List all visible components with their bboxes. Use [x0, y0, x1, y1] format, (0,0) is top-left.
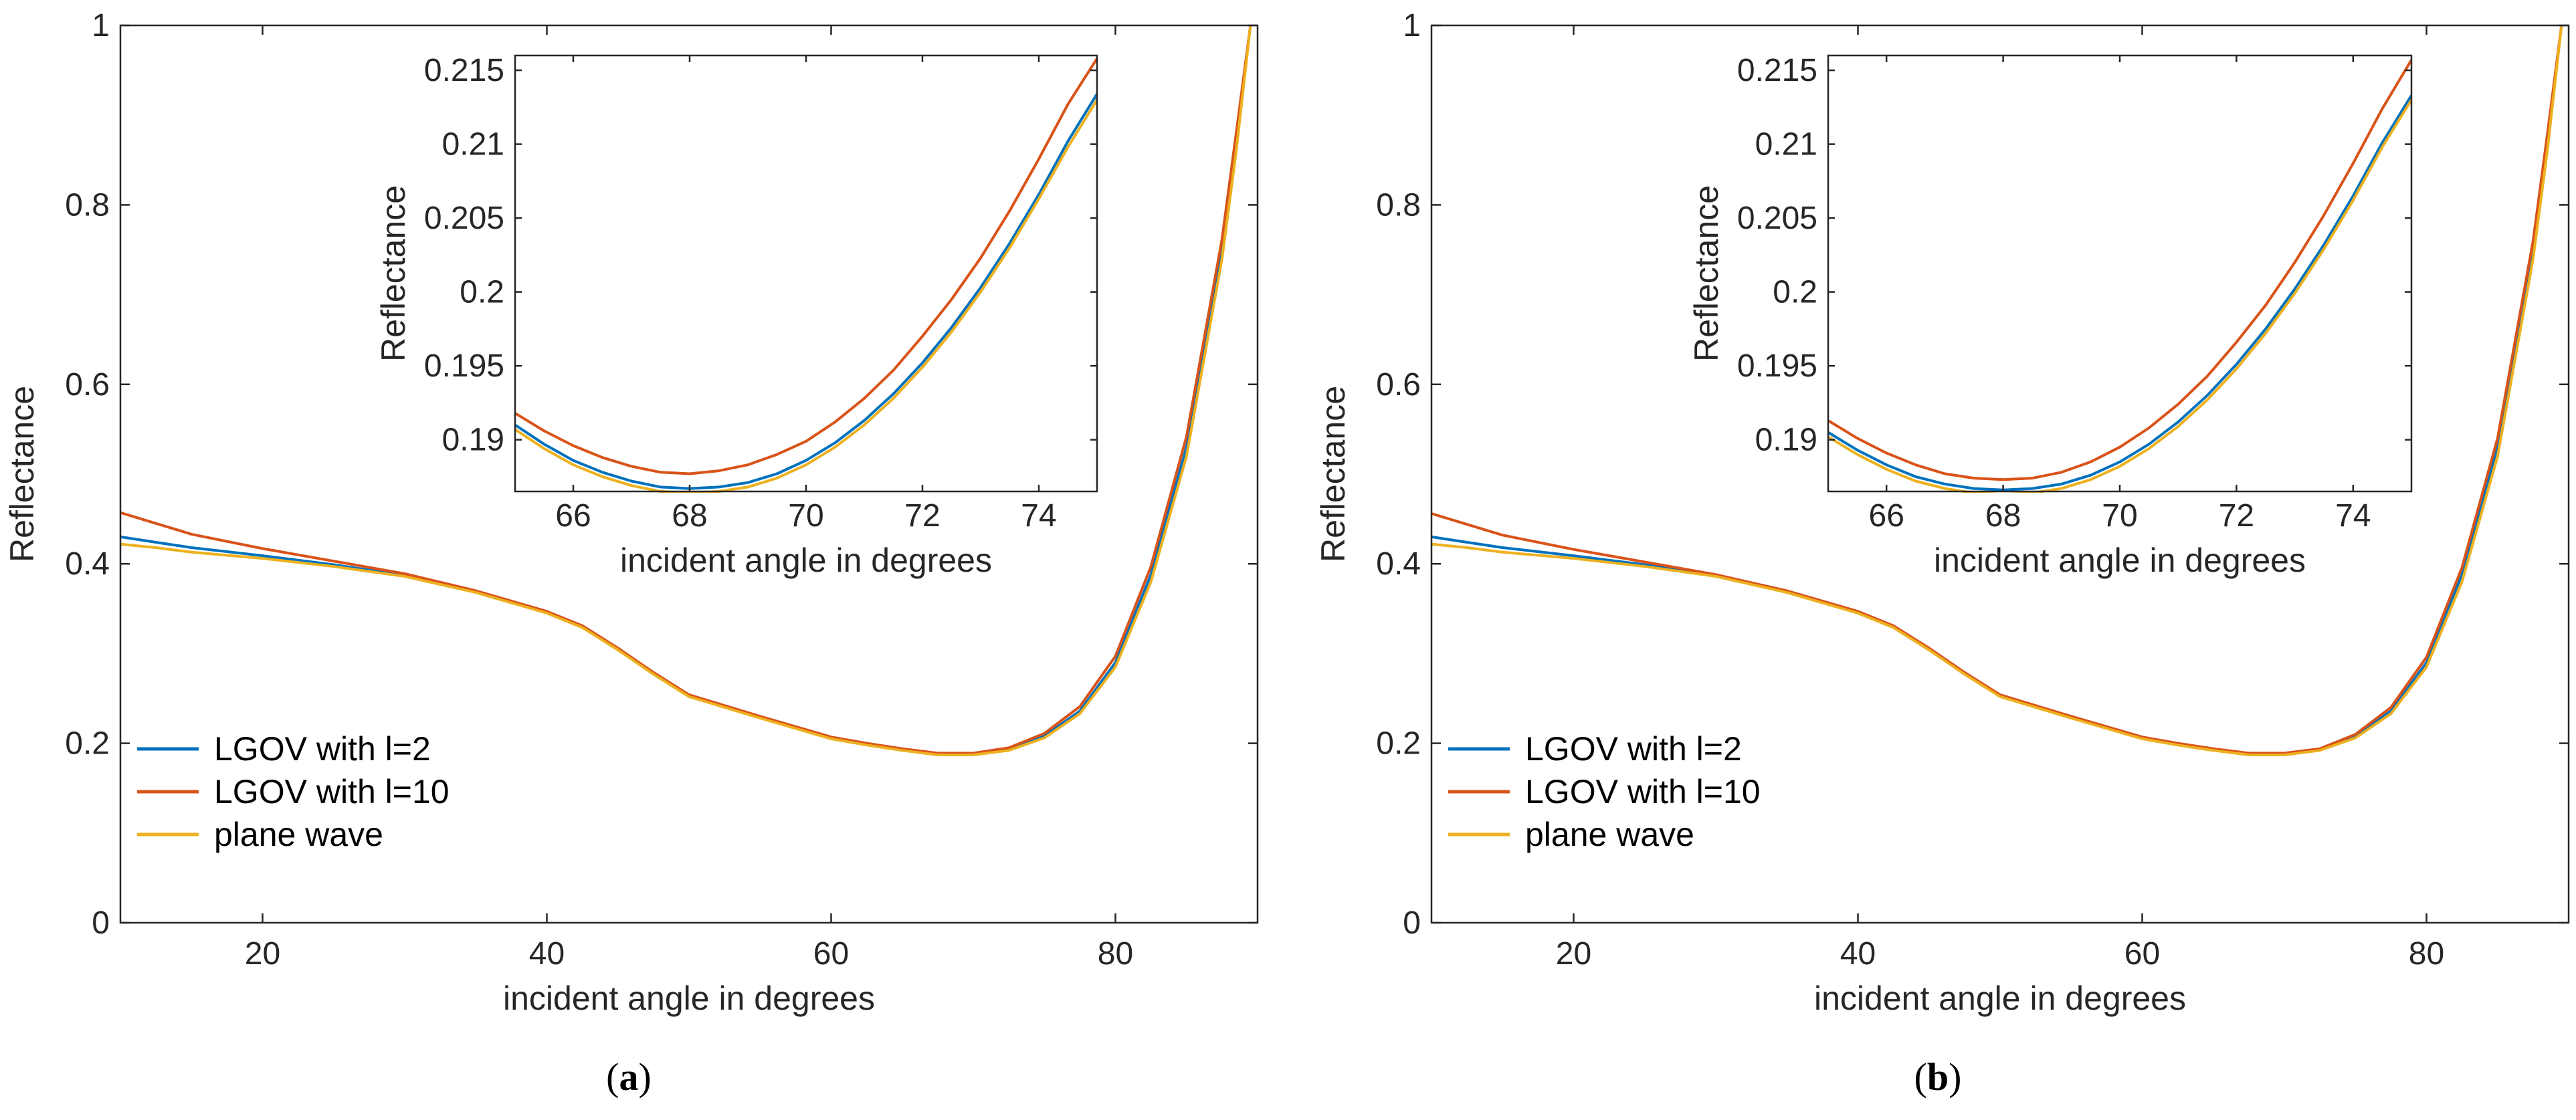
panel-b-inset-xtick-label: 72 [2219, 498, 2254, 534]
panel-b-main-legend-label-lgov-with-l-2: LGOV with l=2 [1525, 730, 1742, 768]
panel-b-inset-series-group [1828, 59, 2411, 493]
panel-b-main-ylabel: Reflectance [1314, 386, 1352, 562]
panel-b-inset-ytick-label: 0.215 [1737, 53, 1817, 88]
panel-a-inset-ytick-label: 0.195 [424, 348, 504, 384]
panel-b-main-ytick-label: 0.6 [1376, 367, 1421, 403]
panel-b-inset-xtick-label: 66 [1869, 498, 1904, 534]
panel-a-inset-ylabel: Reflectance [375, 185, 412, 362]
panel-b-main-series-group [1431, 25, 2563, 756]
panel-a: 20 40 60 80 0 0.2 0.4 0.6 0.8 1 incident angle in … [3, 8, 1259, 1017]
panel-a-main-legend-label-lgov-with-l-10: LGOV with l=10 [214, 773, 450, 810]
panel-b-main-xtick-label: 20 [1556, 936, 1591, 972]
panel-b-main-legend: LGOV with l=2 LGOV with l=10 plane wave [1448, 730, 1761, 853]
panel-b-inset-background [1828, 55, 2411, 491]
panel-b-main-legend-label-lgov-with-l-10: LGOV with l=10 [1525, 773, 1761, 810]
panel-a-inset-xtick-label: 70 [788, 498, 823, 534]
panel-a-main-line-lgov-with-l-10 [120, 25, 1252, 755]
panel-a-inset-line-lgov-with-l-2 [515, 93, 1097, 490]
panel-b-inset-xtick-label: 74 [2335, 498, 2371, 534]
panel-a-inset-line-lgov-with-l-10 [515, 58, 1097, 475]
panel-b-main-xtick-label: 60 [2124, 936, 2160, 972]
panel-b-inset-xtick-label: 70 [2102, 498, 2137, 534]
panel-b-main-axes-box [1430, 24, 2570, 924]
panel-a-inset-ytick-label: 0.2 [460, 275, 504, 310]
panel-a-inset-xlabel: incident angle in degrees [620, 542, 992, 579]
panel-a-main-xtick-label: 40 [529, 936, 565, 972]
panel-a-main-ytick-label: 1 [92, 8, 110, 43]
panel-b-inset-xlabel: incident angle in degrees [1934, 542, 2306, 579]
panel-a-main-ytick-label: 0.8 [65, 187, 110, 223]
panel-b-main-ytick-label: 0.2 [1376, 726, 1421, 762]
panel-b-inset-line-lgov-with-l-10 [1828, 59, 2411, 481]
panel-a-main-legend-label-lgov-with-l-2: LGOV with l=2 [214, 730, 431, 768]
panel-b-inset-line-lgov-with-l-2 [1828, 94, 2411, 491]
panel-b-main-line-plane-wave [1431, 25, 2563, 756]
panel-b-main-xtick-label: 40 [1840, 936, 1876, 972]
panel-a-inset-ytick-label: 0.205 [424, 201, 504, 236]
panel-a-main-ytick-label: 0.6 [65, 367, 110, 403]
panel-b-main-line-lgov-with-l-10 [1431, 25, 2563, 755]
panel-label-b: (b) [1914, 1055, 1962, 1099]
panel-a-main-xtick-label: 80 [1098, 936, 1133, 972]
panel-a-main-line-plane-wave [120, 25, 1252, 756]
panel-a-main-ytick-label: 0.4 [65, 546, 110, 582]
panel-a-inset-series-group [515, 58, 1097, 493]
panel-a-main-series-group [120, 25, 1252, 756]
panel-b-inset-ytick-label: 0.21 [1755, 127, 1817, 162]
panel-b-main-legend-label-plane-wave: plane wave [1525, 816, 1694, 853]
panel-b-inset-ytick-label: 0.2 [1773, 275, 1817, 310]
panel-a-inset-xtick-label: 72 [904, 498, 940, 534]
panel-b-inset-ytick-label: 0.19 [1755, 423, 1817, 458]
panel-b-inset-ylabel: Reflectance [1688, 185, 1725, 362]
panel-b-inset-xtick-label: 68 [1985, 498, 2021, 534]
panel-a-inset-line-plane-wave [515, 99, 1097, 493]
panel-b: 20 40 60 80 0 0.2 0.4 0.6 0.8 1 incident angle in … [1314, 8, 2570, 1017]
panel-a-inset-ytick-label: 0.215 [424, 53, 504, 88]
panel-a-main-xtick-label: 20 [245, 936, 280, 972]
panel-a-main-ytick-label: 0.2 [65, 726, 110, 762]
panel-b-inset-ytick-label: 0.205 [1737, 201, 1817, 236]
panel-b-inset-line-plane-wave [1828, 99, 2411, 493]
panel-a-inset-xtick-label: 74 [1021, 498, 1056, 534]
panel-b-main-xlabel: incident angle in degrees [1814, 980, 2186, 1017]
panel-a-main-ylabel: Reflectance [3, 386, 41, 562]
panel-a-inset-ytick-label: 0.21 [442, 127, 504, 162]
panel-a-main-ytick-label: 0 [92, 905, 110, 941]
panel-a-inset-xtick-label: 66 [555, 498, 591, 534]
panel-b-inset-ytick-label: 0.195 [1737, 348, 1817, 384]
panel-b-main-ytick-label: 0.8 [1376, 187, 1421, 223]
panel-a-main-axes-box [119, 24, 1259, 924]
panel-a-inset-ytick-label: 0.19 [442, 423, 504, 458]
panel-a-inset-xtick-label: 68 [672, 498, 707, 534]
panel-a-main-legend-label-plane-wave: plane wave [214, 816, 383, 853]
panel-a-main-xlabel: incident angle in degrees [503, 980, 875, 1017]
panel-b-main-xtick-label: 80 [2409, 936, 2444, 972]
panel-b-main-ytick-label: 0 [1403, 905, 1421, 941]
panel-a-inset-background [515, 55, 1097, 491]
panel-b-main-ytick-label: 0.4 [1376, 546, 1421, 582]
panel-a-main-xtick-label: 60 [813, 936, 849, 972]
panel-label-a: (a) [606, 1055, 652, 1099]
panel-a-main-legend: LGOV with l=2 LGOV with l=10 plane wave [137, 730, 450, 853]
panel-b-main-ytick-label: 1 [1403, 8, 1421, 43]
